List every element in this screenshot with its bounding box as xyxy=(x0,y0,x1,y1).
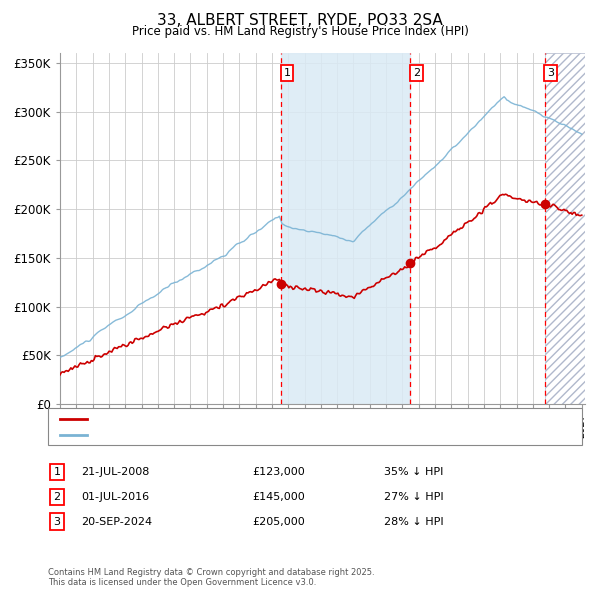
Text: 1: 1 xyxy=(53,467,61,477)
Text: HPI: Average price, semi-detached house, Isle of Wight: HPI: Average price, semi-detached house,… xyxy=(90,430,377,440)
Text: 21-JUL-2008: 21-JUL-2008 xyxy=(81,467,149,477)
Text: Contains HM Land Registry data © Crown copyright and database right 2025.
This d: Contains HM Land Registry data © Crown c… xyxy=(48,568,374,587)
Bar xyxy=(545,53,585,404)
Text: 33, ALBERT STREET, RYDE, PO33 2SA: 33, ALBERT STREET, RYDE, PO33 2SA xyxy=(157,13,443,28)
Text: 20-SEP-2024: 20-SEP-2024 xyxy=(81,517,152,526)
Text: 1: 1 xyxy=(283,68,290,78)
Text: 01-JUL-2016: 01-JUL-2016 xyxy=(81,492,149,502)
Text: 3: 3 xyxy=(53,517,61,526)
Bar xyxy=(281,53,410,404)
Text: 2: 2 xyxy=(413,68,420,78)
Bar xyxy=(545,53,585,404)
Text: 33, ALBERT STREET, RYDE, PO33 2SA (semi-detached house): 33, ALBERT STREET, RYDE, PO33 2SA (semi-… xyxy=(90,414,407,424)
Text: 27% ↓ HPI: 27% ↓ HPI xyxy=(384,492,443,502)
Text: 3: 3 xyxy=(547,68,554,78)
Text: Price paid vs. HM Land Registry's House Price Index (HPI): Price paid vs. HM Land Registry's House … xyxy=(131,25,469,38)
Text: £145,000: £145,000 xyxy=(252,492,305,502)
Text: 28% ↓ HPI: 28% ↓ HPI xyxy=(384,517,443,526)
Text: 2: 2 xyxy=(53,492,61,502)
Text: 35% ↓ HPI: 35% ↓ HPI xyxy=(384,467,443,477)
Text: £123,000: £123,000 xyxy=(252,467,305,477)
Text: £205,000: £205,000 xyxy=(252,517,305,526)
